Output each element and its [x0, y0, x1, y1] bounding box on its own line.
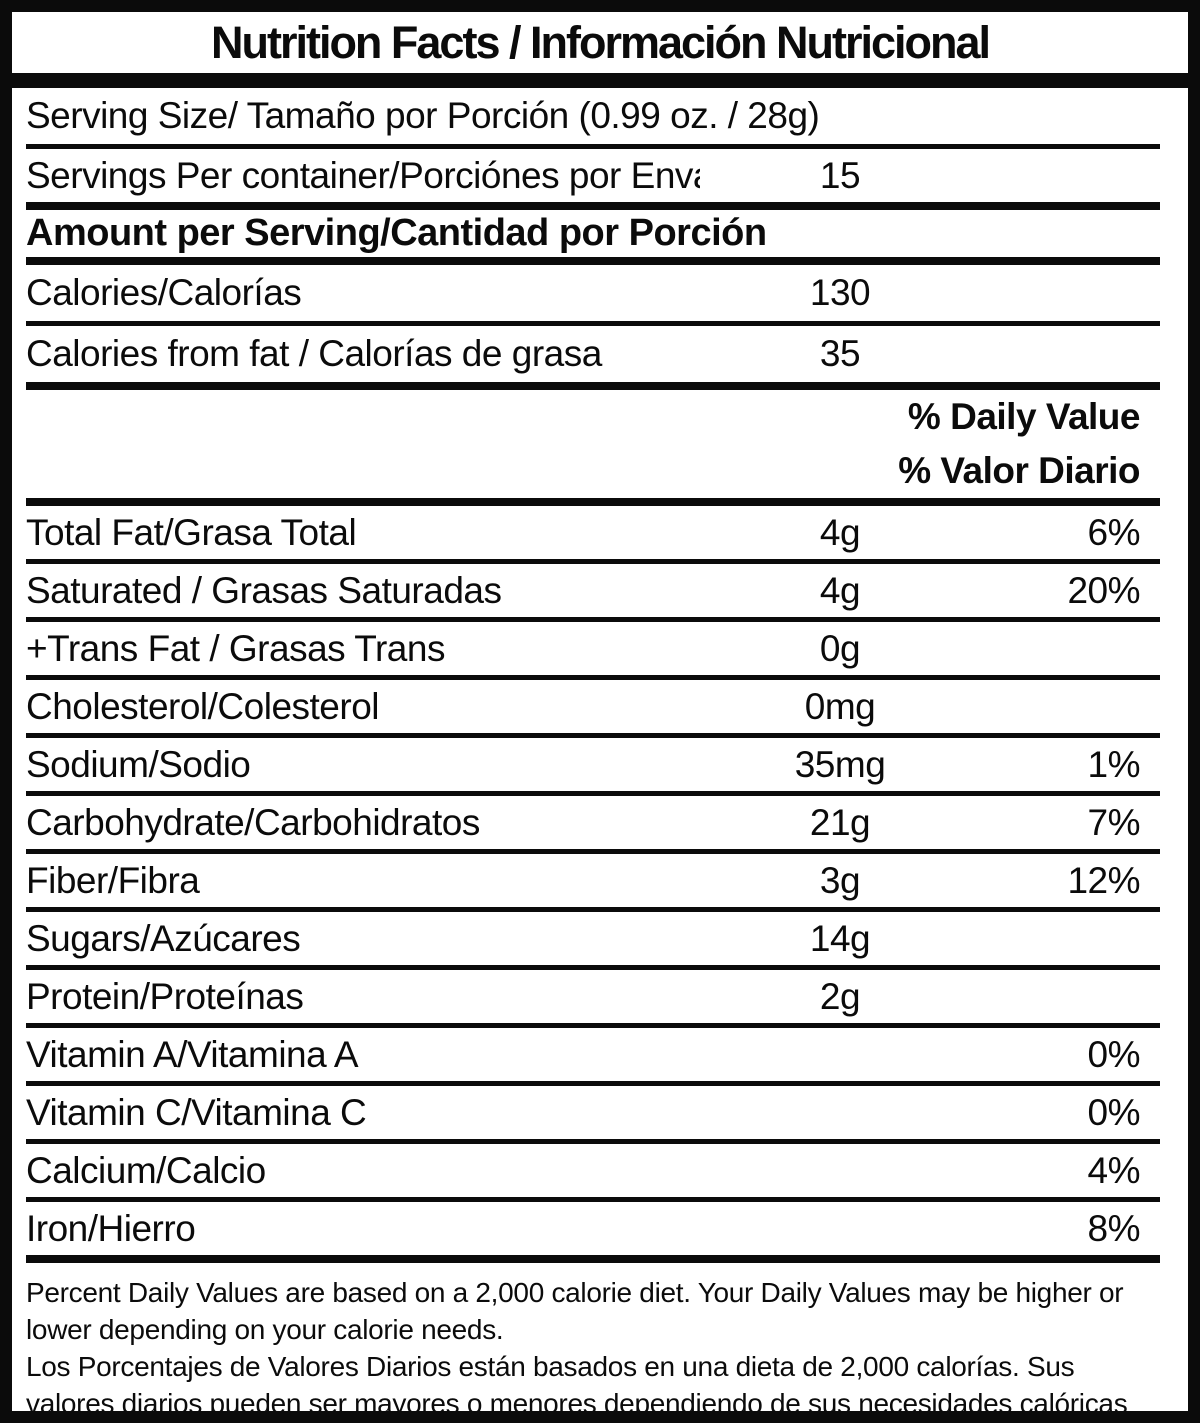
nutrient-row-carbohydrate: Carbohydrate/Carbohidratos 21g 7%: [26, 796, 1160, 849]
nutrient-row-sugars: Sugars/Azúcares 14g: [26, 912, 1160, 965]
divider: [26, 1081, 1160, 1086]
nutrient-label: Sodium/Sodio: [26, 743, 251, 785]
footnote-spanish: Los Porcentajes de Valores Diarios están…: [26, 1351, 1128, 1419]
nutrient-label: +Trans Fat / Grasas Trans: [26, 627, 445, 669]
calories-label: Calories/Calorías: [26, 272, 302, 313]
divider: [26, 849, 1160, 854]
divider: [26, 202, 1160, 210]
calories-from-fat-value: 35: [819, 333, 861, 374]
servings-per-container-value: 15: [819, 154, 861, 196]
nutrient-row-iron: Iron/Hierro 8%: [26, 1202, 1160, 1255]
nutrient-amount: 35mg: [794, 743, 886, 785]
nutrient-daily-value: 0%: [1087, 1091, 1141, 1133]
label-title: Nutrition Facts / Información Nutriciona…: [210, 16, 991, 68]
nutrient-label: Total Fat/Grasa Total: [26, 511, 357, 553]
nutrient-daily-value: 4%: [1087, 1149, 1141, 1191]
divider: [26, 733, 1160, 738]
nutrient-label: Carbohydrate/Carbohidratos: [26, 801, 480, 843]
nutrient-amount: 2g: [819, 975, 861, 1017]
nutrient-daily-value: 1%: [1087, 743, 1141, 785]
nutrient-daily-value: 6%: [1087, 511, 1141, 553]
amount-per-serving-header: Amount per Serving/Cantidad por Porción: [26, 210, 1160, 257]
divider: [26, 382, 1160, 390]
nutrient-daily-value: 7%: [1087, 801, 1141, 843]
footnotes: Percent Daily Values are based on a 2,00…: [26, 1263, 1160, 1419]
nutrient-label: Vitamin A/Vitamina A: [26, 1033, 359, 1075]
divider: [26, 144, 1160, 149]
divider: [26, 1139, 1160, 1144]
divider: [26, 1197, 1160, 1202]
daily-value-header-es: % Valor Diario: [898, 450, 1140, 491]
daily-value-header-en: % Daily Value: [907, 396, 1141, 437]
divider: [26, 907, 1160, 912]
nutrient-daily-value: 8%: [1087, 1207, 1141, 1249]
nutrient-label: Saturated / Grasas Saturadas: [26, 569, 502, 611]
nutrient-row-vitamin-c: Vitamin C/Vitamina C 0%: [26, 1086, 1160, 1139]
divider: [26, 1255, 1160, 1263]
nutrient-amount: 21g: [809, 801, 871, 843]
calories-from-fat-label: Calories from fat / Calorías de grasa: [26, 333, 602, 374]
calories-value: 130: [809, 272, 871, 313]
divider: [26, 1023, 1160, 1028]
nutrient-amount: 3g: [819, 859, 861, 901]
nutrient-row-cholesterol: Cholesterol/Colesterol 0mg: [26, 680, 1160, 733]
nutrient-amount: 0mg: [804, 685, 876, 727]
nutrient-amount: 14g: [809, 917, 871, 959]
divider: [26, 791, 1160, 796]
divider: [26, 965, 1160, 970]
divider: [26, 321, 1160, 326]
divider: [26, 498, 1160, 506]
nutrient-label: Iron/Hierro: [26, 1207, 196, 1249]
nutrient-row-fiber: Fiber/Fibra 3g 12%: [26, 854, 1160, 907]
amount-per-serving-label: Amount per Serving/Cantidad por Porción: [26, 212, 767, 254]
nutrient-amount: 4g: [819, 569, 861, 611]
nutrient-label: Sugars/Azúcares: [26, 917, 301, 959]
nutrient-daily-value: 20%: [1067, 569, 1140, 611]
nutrient-daily-value: 12%: [1067, 859, 1140, 901]
nutrient-row-trans-fat: +Trans Fat / Grasas Trans 0g: [26, 622, 1160, 675]
nutrient-label: Protein/Proteínas: [26, 975, 304, 1017]
nutrient-label: Calcium/Calcio: [26, 1149, 266, 1191]
nutrient-daily-value: 0%: [1087, 1033, 1141, 1075]
nutrient-label: Fiber/Fibra: [26, 859, 200, 901]
nutrient-row-protein: Protein/Proteínas 2g: [26, 970, 1160, 1023]
servings-per-container-label: Servings Per container/Porciónes por Env…: [26, 154, 700, 196]
nutrient-label: Vitamin C/Vitamina C: [26, 1091, 367, 1133]
nutrient-row-sodium: Sodium/Sodio 35mg 1%: [26, 738, 1160, 791]
divider: [26, 675, 1160, 680]
nutrient-label: Cholesterol/Colesterol: [26, 685, 380, 727]
calories-row: Calories/Calorías 130: [26, 265, 1160, 321]
serving-size-label: Serving Size/ Tamaño por Porción (0.99 o…: [26, 95, 820, 136]
nutrient-row-vitamin-a: Vitamin A/Vitamina A 0%: [26, 1028, 1160, 1081]
nutrient-row-saturated-fat: Saturated / Grasas Saturadas 4g 20%: [26, 564, 1160, 617]
nutrient-row-total-fat: Total Fat/Grasa Total 4g 6%: [26, 506, 1160, 559]
divider: [26, 617, 1160, 622]
divider: [26, 559, 1160, 564]
divider: [26, 257, 1160, 265]
title-divider: [12, 73, 1188, 88]
nutrient-amount: 0g: [819, 627, 861, 669]
servings-per-container-row: Servings Per container/Porciónes por Env…: [26, 149, 1160, 202]
footnote-english: Percent Daily Values are based on a 2,00…: [26, 1277, 1124, 1345]
nutrient-row-calcium: Calcium/Calcio 4%: [26, 1144, 1160, 1197]
serving-size-row: Serving Size/ Tamaño por Porción (0.99 o…: [26, 88, 1160, 144]
calories-from-fat-row: Calories from fat / Calorías de grasa 35: [26, 326, 1160, 382]
nutrient-amount: 4g: [819, 511, 861, 553]
